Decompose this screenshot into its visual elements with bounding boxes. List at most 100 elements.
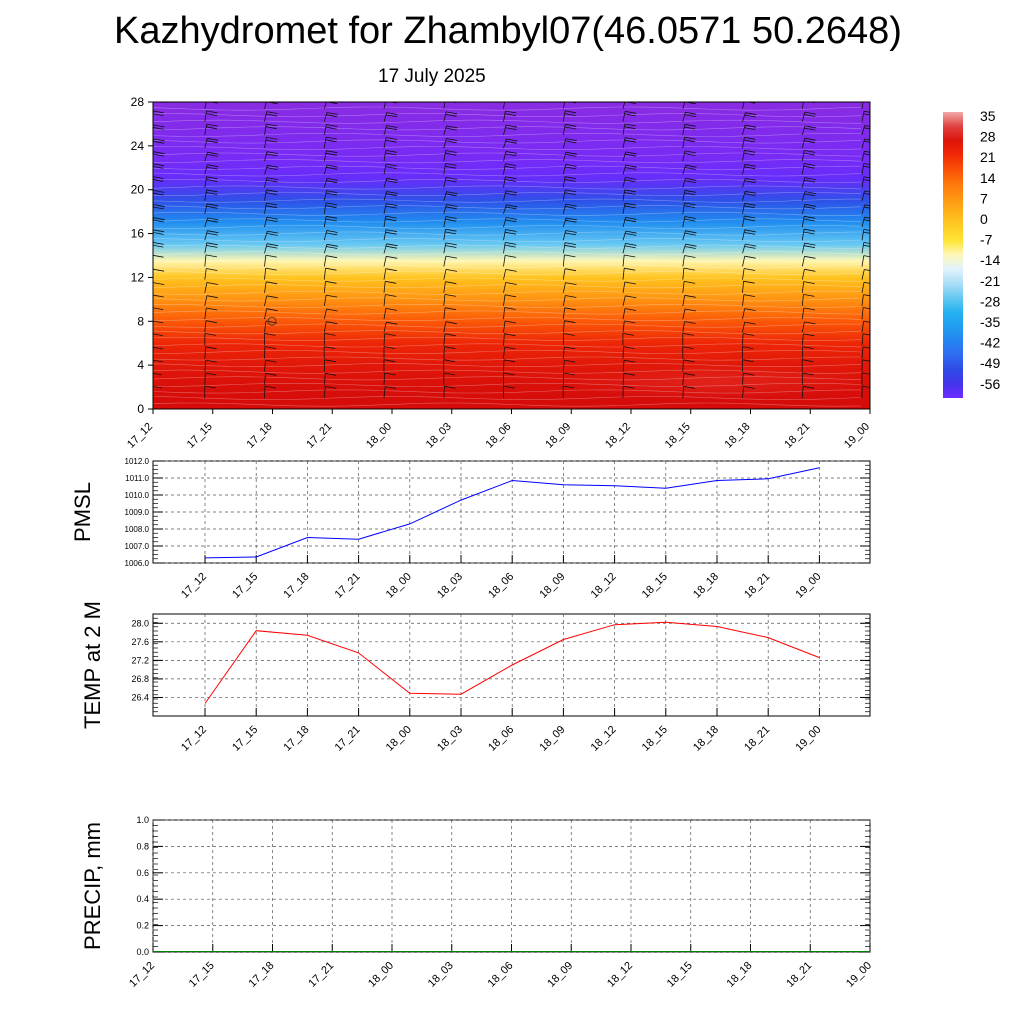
temp-x-tick-label: 18_03: [435, 724, 465, 754]
pmsl-y-tick-label: 1008.0: [125, 525, 150, 534]
temp-y-axis-label: TEMP at 2 M: [80, 601, 105, 729]
precip-y-tick-label: 0.8: [136, 841, 149, 851]
precip-x-tick-label: 17_21: [306, 960, 336, 990]
precip-x-tick-label: 18_03: [426, 960, 456, 990]
pmsl-x-tick-label: 18_21: [742, 571, 772, 601]
wind-barbs: [153, 102, 870, 399]
temp-x-tick-label: 18_18: [691, 724, 721, 754]
pmsl-x-tick-label: 17_21: [333, 571, 363, 601]
heatmap-x-tick-label: 18_12: [603, 421, 633, 451]
precip-x-tick-label: 18_15: [665, 960, 695, 990]
colorbar-label: -7: [980, 232, 993, 248]
heatmap-x-tick-label: 18_00: [364, 421, 394, 451]
heatmap-x-tick-label: 18_15: [663, 421, 693, 451]
cross-section-panel: 0 4 8 12 16 20 24 28 17_12 17_15 17_18 17_21 18_00 18…: [125, 95, 872, 451]
precip-x-tick-label: 18_09: [545, 960, 575, 990]
heatmap-fill: [153, 102, 870, 409]
calm-wind-marker: [267, 316, 277, 326]
pmsl-x-tick-label: 19_00: [793, 571, 823, 601]
colorbar-label: 0: [980, 211, 988, 227]
heatmap-x-tick-label: 18_21: [782, 421, 812, 451]
precip-x-tick-label: 18_21: [784, 960, 814, 990]
pmsl-y-axis-label: PMSL: [70, 482, 95, 542]
pmsl-y-tick-label: 1010.0: [125, 491, 150, 500]
pmsl-x-tick-label: 18_03: [435, 571, 465, 601]
heatmap-x-tick-label: 18_18: [723, 421, 753, 451]
heatmap-x-tick-label: 19_00: [842, 421, 872, 451]
heatmap-x-tick-label: 17_21: [304, 421, 334, 451]
heatmap-x-tick-label: 17_12: [125, 421, 155, 451]
pmsl-y-tick-label: 1009.0: [125, 508, 150, 517]
heatmap-y-tick-label: 28: [131, 95, 145, 109]
colorbar-label: 14: [980, 170, 996, 186]
temp-x-tick-label: 18_00: [384, 724, 414, 754]
pmsl-y-tick-label: 1012.0: [125, 457, 150, 466]
precip-x-tick-label: 18_06: [486, 960, 516, 990]
pmsl-panel: 1006.0 1007.0 1008.0 1009.0 1010.0 1011.0 1012…: [70, 457, 871, 601]
colorbar-label: -21: [980, 273, 1000, 289]
precip-y-tick-label: 0.0: [136, 947, 149, 957]
heatmap-y-tick-label: 0: [137, 402, 144, 416]
colorbar-label: -28: [980, 293, 1000, 309]
chart-title: Kazhydromet for Zhambyl07(46.0571 50.264…: [114, 10, 902, 52]
precip-x-tick-label: 18_00: [366, 960, 396, 990]
temp-series-line: [204, 621, 820, 704]
heatmap-y-tick-label: 12: [131, 270, 145, 284]
pmsl-frame: [152, 460, 871, 564]
pmsl-x-tick-label: 18_00: [384, 571, 414, 601]
precip-x-tick-label: 17_12: [127, 960, 157, 990]
precip-y-tick-label: 0.2: [136, 921, 149, 931]
temp-x-tick-label: 18_12: [589, 724, 619, 754]
pmsl-x-tick-label: 18_15: [640, 571, 670, 601]
temp-y-tick-label: 26.8: [131, 674, 149, 684]
heatmap-y-tick-label: 4: [137, 358, 144, 372]
colorbar-label: 35: [980, 108, 996, 124]
colorbar-label: -14: [980, 252, 1000, 268]
heatmap-x-tick-label: 17_15: [185, 421, 215, 451]
pmsl-x-tick-label: 18_18: [691, 571, 721, 601]
precip-x-tick-label: 18_18: [725, 960, 755, 990]
colorbar-label: -35: [980, 314, 1000, 330]
heatmap-x-tick-label: 18_09: [543, 421, 573, 451]
pmsl-x-tick-label: 17_12: [179, 571, 209, 601]
temp-y-tick-label: 28.0: [131, 618, 149, 628]
pmsl-y-tick-label: 1007.0: [125, 542, 150, 551]
temp-x-tick-label: 19_00: [793, 724, 823, 754]
colorbar-label: 21: [980, 149, 996, 165]
temp-x-tick-label: 18_15: [640, 724, 670, 754]
colorbar-label: -42: [980, 335, 1000, 351]
temp-y-tick-label: 26.4: [131, 692, 149, 702]
line-panels: 1006.0 1007.0 1008.0 1009.0 1010.0 1011.0 1012…: [70, 457, 874, 990]
heatmap-y-tick-label: 24: [131, 139, 145, 153]
temp-x-tick-label: 17_12: [179, 724, 209, 754]
temp-x-tick-label: 17_21: [333, 724, 363, 754]
pmsl-series-line: [204, 467, 820, 559]
precip-x-tick-label: 18_12: [605, 960, 635, 990]
temp-y-tick-label: 27.2: [131, 655, 149, 665]
colorbar-label: 7: [980, 190, 988, 206]
heatmap-x-tick-label: 18_06: [484, 421, 514, 451]
precip-panel: 0.0 0.2 0.4 0.6 0.8 1.0 17_12 17_15 17_18 17_21 18…: [80, 815, 874, 990]
heatmap-x-tick-label: 18_03: [424, 421, 454, 451]
pmsl-x-tick-label: 18_12: [589, 571, 619, 601]
pmsl-y-tick-label: 1011.0: [125, 474, 149, 483]
pmsl-x-tick-label: 18_06: [486, 571, 516, 601]
warm-anomaly: [565, 364, 865, 400]
colorbar-label: 28: [980, 129, 996, 145]
colorbar-label: -56: [980, 376, 1000, 392]
temp-x-tick-label: 18_09: [537, 724, 567, 754]
chart-subtitle: 17 July 2025: [378, 66, 486, 87]
precip-x-tick-label: 17_15: [187, 960, 217, 990]
pmsl-x-tick-label: 17_18: [281, 571, 311, 601]
colorbar: 35 28 21 14 7 0 -7 -14 -21 -28 -35 -42 -49 -56: [943, 108, 1000, 398]
colorbar-scale: [943, 112, 963, 398]
temp-panel: 26.4 26.8 27.2 27.6 28.0 17_12 17_15 17_18 17_21…: [80, 601, 871, 754]
precip-y-tick-label: 0.6: [136, 868, 149, 878]
pmsl-x-tick-label: 18_09: [537, 571, 567, 601]
heatmap-y-tick-label: 16: [131, 227, 145, 241]
precip-x-tick-label: 19_00: [844, 960, 874, 990]
heatmap-y-tick-label: 8: [137, 314, 144, 328]
precip-y-tick-label: 1.0: [136, 815, 149, 825]
colorbar-label: -49: [980, 355, 1000, 371]
